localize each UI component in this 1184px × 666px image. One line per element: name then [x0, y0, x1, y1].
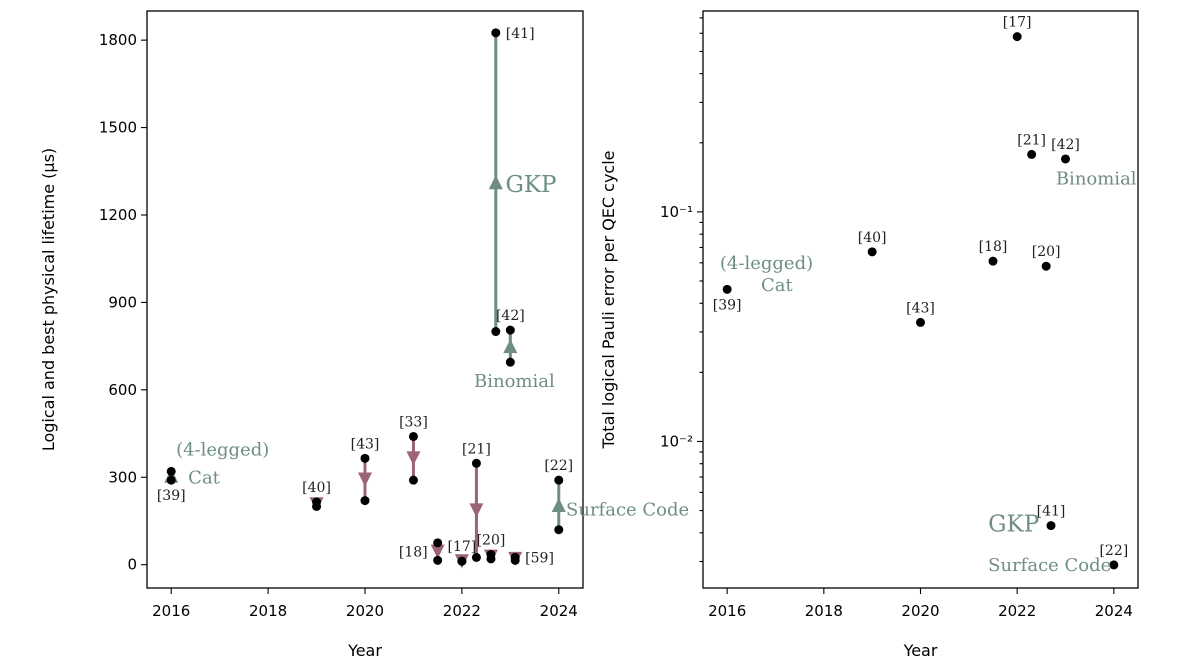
error-point — [1027, 149, 1037, 159]
x-tick-label: 2022 — [998, 602, 1036, 620]
reference-label: [22] — [544, 458, 573, 474]
logical-point — [510, 555, 520, 565]
x-tick-label: 2018 — [805, 602, 843, 620]
logical-point — [471, 552, 481, 562]
reference-label: [43] — [351, 436, 380, 452]
physical-point — [166, 475, 176, 485]
physical-point — [471, 458, 481, 468]
reference-label: [40] — [302, 480, 331, 496]
reference-label: [17] — [1003, 15, 1032, 31]
error-point — [1046, 521, 1056, 531]
x-axis-label: Year — [903, 641, 938, 660]
reference-label: [41] — [1037, 504, 1066, 520]
x-axis-label: Year — [347, 641, 382, 660]
x-tick-label: 2016 — [708, 602, 746, 620]
reference-label: [20] — [1032, 244, 1061, 260]
y-tick-label: 300 — [108, 468, 137, 486]
code-annotation: (4-legged) — [720, 253, 813, 274]
code-annotation: Surface Code — [566, 499, 689, 520]
y-tick-label: 900 — [108, 293, 137, 311]
logical-point — [486, 554, 496, 564]
physical-point — [408, 431, 418, 441]
code-annotation: Cat — [761, 275, 794, 296]
error-point — [722, 284, 732, 294]
x-tick-label: 2024 — [540, 602, 578, 620]
y-tick-label: 600 — [108, 381, 137, 399]
physical-point — [554, 525, 564, 535]
code-annotation: GKP — [505, 172, 556, 198]
left-panel: 2016 2018 2020 2022 2024 0 300 600 900 1200 1500 18… — [39, 10, 689, 660]
lifetime-arrow — [503, 339, 518, 354]
code-annotation: Surface Code — [988, 555, 1111, 576]
y-axis-label: Total logical Pauli error per QEC cycle — [599, 150, 618, 449]
error-point — [1041, 261, 1051, 271]
logical-point — [433, 555, 443, 565]
lifetime-arrow — [551, 497, 566, 512]
logical-point — [360, 496, 370, 506]
lifetime-arrow — [430, 544, 445, 559]
logical-point — [554, 475, 564, 485]
x-tick-label: 2022 — [443, 602, 481, 620]
logical-point — [166, 466, 176, 476]
error-point — [1012, 32, 1022, 42]
reference-label: [21] — [1017, 132, 1046, 148]
lifetime-arrow — [358, 472, 372, 487]
lifetime-arrow — [488, 175, 503, 190]
logical-point — [505, 325, 515, 335]
code-annotation: (4-legged) — [176, 440, 269, 461]
y-tick-label: 1500 — [99, 119, 137, 137]
x-tick-label: 2016 — [152, 602, 190, 620]
code-annotation: Binomial — [1056, 168, 1137, 189]
x-tick-label: 2020 — [346, 602, 384, 620]
y-tick-label: 10⁻¹ — [660, 203, 693, 221]
right-panel: 2016 2018 2020 2022 2024 10⁻² 10⁻¹ Year Total lo… — [599, 10, 1139, 660]
error-point — [916, 317, 925, 327]
error-point — [1109, 560, 1119, 570]
y-axis-label: Logical and best physical lifetime (μs) — [39, 148, 58, 451]
code-annotation: Cat — [188, 467, 221, 488]
logical-point — [408, 475, 418, 485]
code-annotation: GKP — [988, 512, 1039, 538]
lifetime-arrow — [469, 503, 484, 518]
x-tick-label: 2024 — [1095, 602, 1133, 620]
lifetime-arrow — [406, 451, 421, 466]
code-annotation: Binomial — [474, 371, 555, 392]
physical-point — [491, 327, 501, 337]
error-point — [867, 247, 877, 257]
physical-point — [433, 538, 443, 548]
reference-label: [20] — [477, 532, 506, 548]
logical-point — [457, 556, 467, 566]
reference-label: [21] — [462, 441, 491, 457]
error-point — [1061, 154, 1070, 164]
error-point — [988, 256, 998, 266]
reference-label: [41] — [506, 26, 535, 42]
y-tick-label: 0 — [127, 556, 137, 574]
reference-label: [33] — [399, 414, 428, 430]
reference-label: [39] — [713, 297, 742, 313]
logical-point — [491, 28, 501, 38]
reference-label: [42] — [1051, 137, 1080, 153]
logical-point — [312, 501, 322, 511]
reference-label: [43] — [906, 300, 935, 316]
reference-label: [18] — [979, 239, 1008, 255]
reference-label: [40] — [858, 230, 887, 246]
physical-point — [505, 357, 515, 367]
reference-label: [39] — [157, 488, 186, 504]
reference-label: [22] — [1099, 543, 1128, 559]
x-tick-label: 2018 — [249, 602, 287, 620]
reference-label: [18] — [399, 545, 428, 561]
reference-label: [17] — [448, 539, 477, 555]
y-tick-label: 1800 — [99, 31, 137, 49]
physical-point — [360, 453, 370, 463]
x-tick-label: 2020 — [901, 602, 939, 620]
y-tick-label: 10⁻² — [660, 432, 693, 450]
y-tick-label: 1200 — [99, 206, 137, 224]
reference-label: [42] — [496, 308, 525, 324]
reference-label: [59] — [525, 550, 554, 566]
